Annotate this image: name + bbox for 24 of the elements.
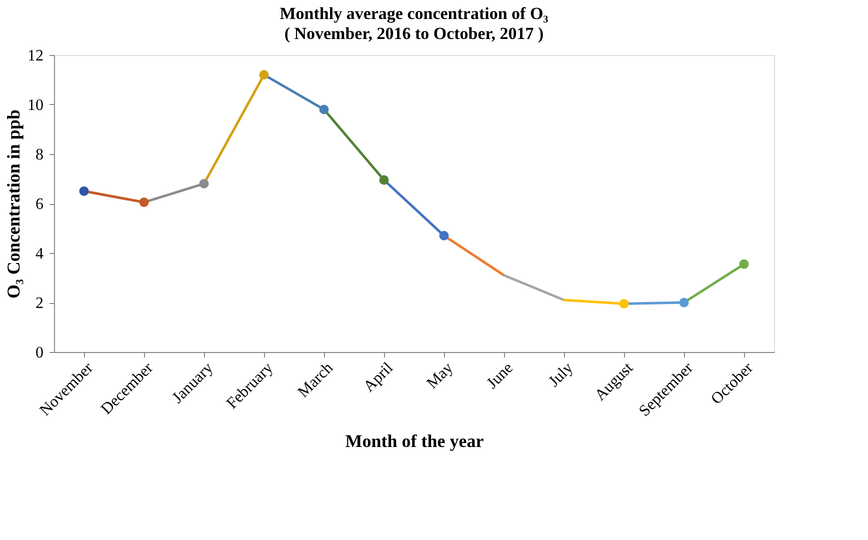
point [619, 299, 629, 308]
point [739, 259, 749, 269]
y-tick-label: 4 [36, 246, 44, 262]
x-axis-title: Month of the year [345, 431, 484, 452]
y-tick-label: 0 [36, 344, 44, 362]
chart-title: Monthly average concentration of O₃ [280, 4, 548, 23]
y-tick-label: 12 [28, 48, 44, 64]
x-tick-label: June [484, 360, 517, 392]
x-tick-label: July [546, 360, 577, 390]
y-axis-title: O₃ Concentration in ppb [4, 110, 24, 298]
x-tick-label: May [424, 360, 457, 392]
point [79, 186, 89, 196]
point [379, 175, 389, 185]
y-tick-label: 8 [36, 146, 44, 164]
point [259, 70, 269, 80]
y-tick-label: 2 [36, 295, 44, 312]
point [439, 230, 449, 240]
point [319, 104, 329, 114]
y-tick-label: 6 [36, 196, 44, 213]
y-tick-label: 10 [28, 97, 44, 114]
point [139, 198, 149, 207]
point [199, 178, 209, 188]
point [679, 298, 689, 308]
chart-subtitle: ( November, 2016 to October, 2017 ) [284, 24, 544, 43]
